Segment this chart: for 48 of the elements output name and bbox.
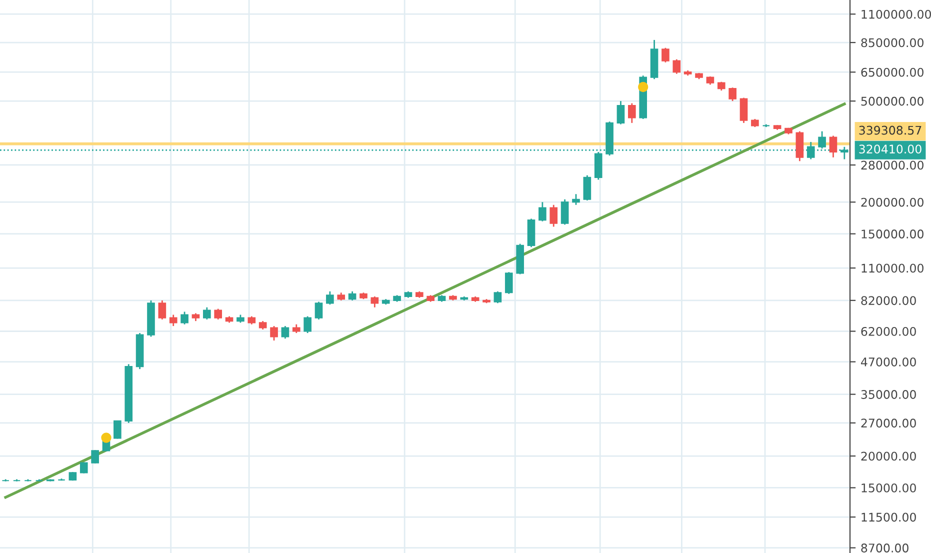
candlestick bbox=[572, 193, 580, 206]
y-tick-label: 1100000.00 bbox=[862, 10, 931, 19]
candlestick bbox=[583, 174, 592, 202]
y-tick-label: 82000.00 bbox=[861, 296, 916, 306]
candlestick bbox=[728, 86, 736, 102]
candlestick bbox=[270, 325, 278, 342]
candlestick bbox=[616, 100, 625, 125]
y-tick-label: 15000.00 bbox=[862, 483, 916, 492]
candlestick bbox=[628, 102, 636, 124]
ref-line-label: 320410.00 bbox=[859, 144, 922, 154]
candlestick bbox=[672, 58, 681, 75]
y-tick-label: 62000.00 bbox=[861, 326, 916, 336]
candlestick bbox=[594, 151, 602, 180]
y-tick-label: 27000.00 bbox=[861, 418, 916, 428]
candlestick bbox=[214, 308, 222, 320]
y-tick-label: 850000.00 bbox=[861, 38, 924, 48]
candlestick bbox=[370, 296, 379, 308]
candlestick bbox=[203, 306, 211, 320]
ref-line-label: 339308.57 bbox=[859, 126, 922, 135]
candlestick bbox=[538, 201, 546, 222]
candlestick bbox=[158, 300, 166, 320]
candlestick bbox=[560, 198, 569, 226]
y-tick-label: 150000.00 bbox=[862, 230, 924, 238]
y-tick-label: 500000.00 bbox=[861, 96, 924, 106]
y-tick-label: 8700.00 bbox=[861, 544, 908, 552]
y-tick-label: 110000.00 bbox=[862, 264, 924, 273]
candlestick bbox=[91, 449, 99, 464]
candlestick bbox=[180, 311, 188, 326]
y-tick-label: 35000.00 bbox=[861, 390, 916, 399]
candlestick bbox=[281, 325, 290, 340]
candlestick bbox=[348, 290, 356, 302]
candlestick bbox=[114, 420, 122, 440]
candlestick bbox=[494, 290, 502, 304]
candlestick bbox=[550, 204, 558, 228]
y-tick-label: 650000.00 bbox=[861, 68, 924, 77]
candlestick bbox=[504, 271, 513, 295]
y-tick-label: 11500.00 bbox=[862, 512, 916, 522]
candlestick bbox=[304, 316, 312, 334]
y-tick-label: 47000.00 bbox=[860, 358, 916, 366]
y-tick-label: 280000.00 bbox=[861, 160, 924, 170]
candlestick bbox=[314, 301, 323, 320]
candlestick bbox=[169, 314, 178, 327]
candlestick bbox=[326, 290, 334, 306]
y-tick-label: 200000.00 bbox=[861, 198, 924, 207]
candlestick bbox=[829, 135, 838, 158]
candlestick bbox=[662, 47, 670, 64]
candlestick bbox=[740, 97, 748, 124]
y-tick-label: 20000.00 bbox=[861, 452, 916, 461]
